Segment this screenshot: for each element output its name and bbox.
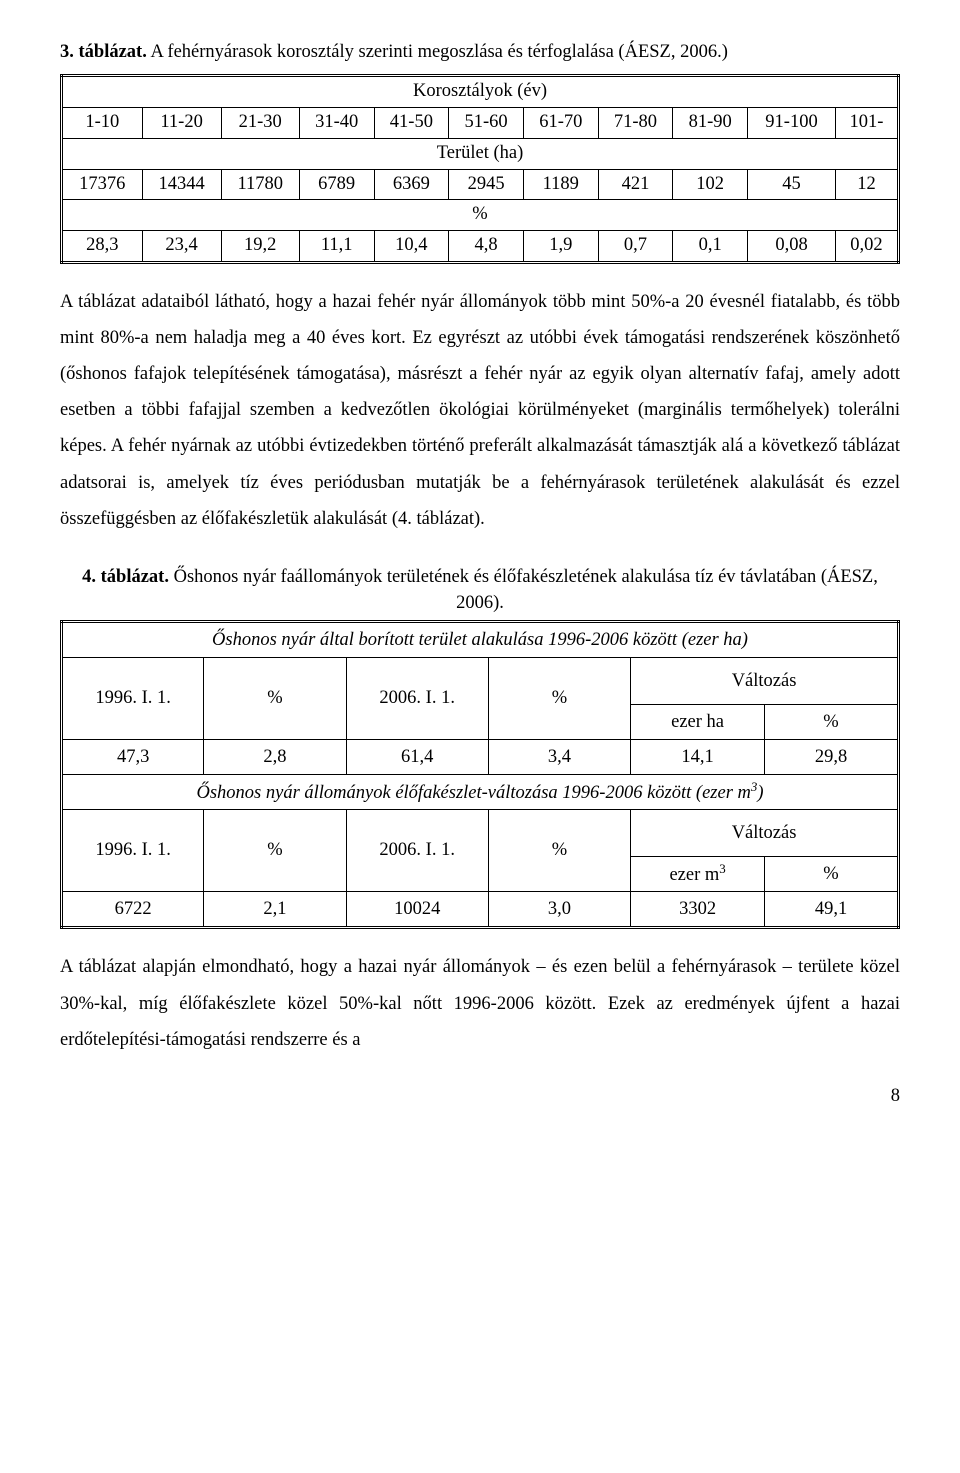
- t3-pct-7: 0,7: [598, 231, 673, 263]
- t3-area-3: 6789: [299, 169, 374, 200]
- t3-area-9: 45: [748, 169, 836, 200]
- t3-pct-8: 0,1: [673, 231, 748, 263]
- table4-caption: 4. táblázat. Őshonos nyár faállományok t…: [60, 565, 900, 617]
- t4-col-1: %: [204, 658, 346, 740]
- t4-col-2: 2006. I. 1.: [346, 658, 488, 740]
- table4-caption-rest: Őshonos nyár faállományok területének és…: [169, 567, 878, 613]
- table3-caption-rest: A fehérnyárasok korosztály szerinti mego…: [147, 42, 728, 62]
- t3-pct-10: 0,02: [835, 231, 898, 263]
- t4-v1-1: %: [765, 705, 899, 740]
- table4-caption-bold: 4. táblázat.: [82, 567, 169, 587]
- t4-r2-1: 2,1: [204, 892, 346, 928]
- t4-r1-1: 2,8: [204, 740, 346, 775]
- t3-area-5: 2945: [449, 169, 524, 200]
- t4b-col-0: 1996. I. 1.: [62, 810, 204, 892]
- t3-age-8: 81-90: [673, 107, 748, 138]
- t3-area-8: 102: [673, 169, 748, 200]
- page-number: 8: [60, 1078, 900, 1114]
- t3-age-9: 91-100: [748, 107, 836, 138]
- t3-pct-1: 23,4: [142, 231, 221, 263]
- t4-r2-3: 3,0: [488, 892, 630, 928]
- table3: Korosztályok (év) 1-10 11-20 21-30 31-40…: [60, 74, 900, 264]
- t4-v2-pre: ezer m: [669, 865, 719, 885]
- table3-caption: 3. táblázat. A fehérnyárasok korosztály …: [60, 40, 900, 66]
- t3-age-0: 1-10: [62, 107, 143, 138]
- t4-v1-0: ezer ha: [631, 705, 765, 740]
- t4-valtozas-1: Változás: [631, 658, 899, 705]
- t3-age-10: 101-: [835, 107, 898, 138]
- t4-r2-4: 3302: [631, 892, 765, 928]
- t4-col-0: 1996. I. 1.: [62, 658, 204, 740]
- t4-r2-5: 49,1: [765, 892, 899, 928]
- t3-age-4: 41-50: [374, 107, 449, 138]
- table3-row-ages: 1-10 11-20 21-30 31-40 41-50 51-60 61-70…: [62, 107, 899, 138]
- t4-s2-post: ): [757, 783, 763, 803]
- t4-v2-sup: 3: [719, 861, 725, 876]
- t3-area-7: 421: [598, 169, 673, 200]
- table3-header-terulet: Terület (ha): [62, 138, 899, 169]
- t4-r2-2: 10024: [346, 892, 488, 928]
- t3-pct-6: 1,9: [523, 231, 598, 263]
- t4b-col-3: %: [488, 810, 630, 892]
- t3-pct-0: 28,3: [62, 231, 143, 263]
- t4-r1-3: 3,4: [488, 740, 630, 775]
- table4-section2-title: Őshonos nyár állományok élőfakészlet-vál…: [62, 775, 899, 810]
- t4-r1-5: 29,8: [765, 740, 899, 775]
- t4-v2-0: ezer m3: [631, 857, 765, 892]
- t3-area-0: 17376: [62, 169, 143, 200]
- table3-header-pct: %: [62, 200, 899, 231]
- table3-row-area: 17376 14344 11780 6789 6369 2945 1189 42…: [62, 169, 899, 200]
- table3-header-korosztalyok: Korosztályok (év): [62, 75, 899, 107]
- t3-pct-2: 19,2: [221, 231, 299, 263]
- t3-age-5: 51-60: [449, 107, 524, 138]
- t3-age-3: 31-40: [299, 107, 374, 138]
- t3-area-4: 6369: [374, 169, 449, 200]
- t3-area-1: 14344: [142, 169, 221, 200]
- t3-area-10: 12: [835, 169, 898, 200]
- t3-pct-9: 0,08: [748, 231, 836, 263]
- paragraph-1: A táblázat adataiból látható, hogy a haz…: [60, 284, 900, 536]
- t3-age-1: 11-20: [142, 107, 221, 138]
- t4-v2-1: %: [765, 857, 899, 892]
- t3-area-6: 1189: [523, 169, 598, 200]
- t4-r1-0: 47,3: [62, 740, 204, 775]
- paragraph-2: A táblázat alapján elmondható, hogy a ha…: [60, 949, 900, 1057]
- table3-caption-bold: 3. táblázat.: [60, 42, 147, 62]
- t3-pct-4: 10,4: [374, 231, 449, 263]
- t3-age-6: 61-70: [523, 107, 598, 138]
- t3-area-2: 11780: [221, 169, 299, 200]
- table4-row2: 6722 2,1 10024 3,0 3302 49,1: [62, 892, 899, 928]
- t4-col-3: %: [488, 658, 630, 740]
- table4: Őshonos nyár által borított terület alak…: [60, 620, 900, 929]
- t4-r1-2: 61,4: [346, 740, 488, 775]
- t3-pct-3: 11,1: [299, 231, 374, 263]
- t4-valtozas-2: Változás: [631, 810, 899, 857]
- t4b-col-2: 2006. I. 1.: [346, 810, 488, 892]
- t4-s2-pre: Őshonos nyár állományok élőfakészlet-vál…: [196, 783, 750, 803]
- t3-age-7: 71-80: [598, 107, 673, 138]
- table4-section1-title: Őshonos nyár által borított terület alak…: [62, 622, 899, 658]
- table4-row1: 47,3 2,8 61,4 3,4 14,1 29,8: [62, 740, 899, 775]
- t3-age-2: 21-30: [221, 107, 299, 138]
- t4b-col-1: %: [204, 810, 346, 892]
- t3-pct-5: 4,8: [449, 231, 524, 263]
- table3-row-pct: 28,3 23,4 19,2 11,1 10,4 4,8 1,9 0,7 0,1…: [62, 231, 899, 263]
- t4-r1-4: 14,1: [631, 740, 765, 775]
- t4-r2-0: 6722: [62, 892, 204, 928]
